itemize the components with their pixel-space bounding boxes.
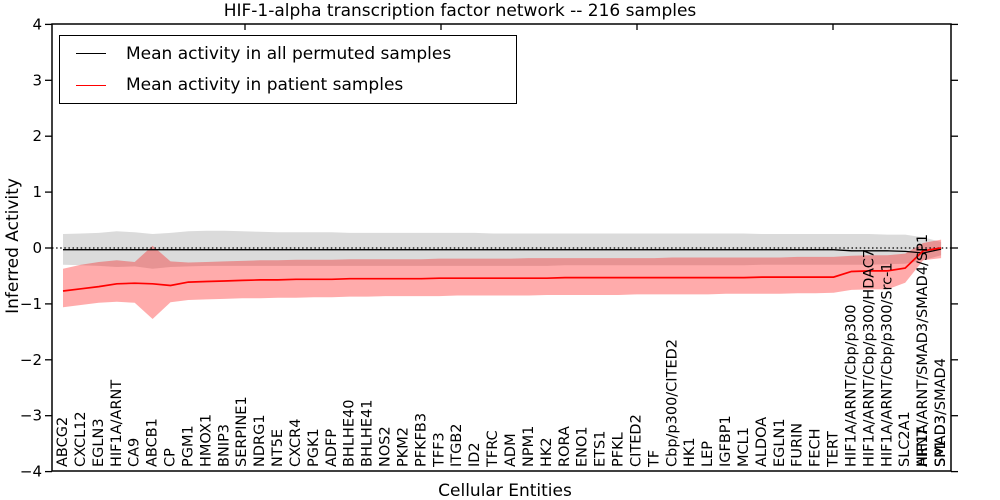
x-tick-label: ABCG2 [55, 417, 71, 467]
chart-title: HIF-1-alpha transcription factor network… [223, 1, 697, 21]
x-tick-label: NOS2 [378, 426, 394, 467]
x-tick-label: TFRC [485, 430, 501, 468]
x-tick-label: PFKFB3 [413, 413, 429, 467]
x-tick-label: PGM1 [180, 425, 196, 467]
x-tick-label: LEP [700, 441, 716, 467]
legend-line-sample-black [76, 53, 106, 55]
y-tick-label: 3 [32, 71, 42, 89]
legend-label-patient: Mean activity in patient samples [126, 75, 404, 96]
x-tick-label: TF [646, 450, 662, 468]
x-axis-label: Cellular Entities [438, 481, 572, 500]
x-tick-label: RORA [557, 426, 573, 467]
x-tick-label: SERPINE1 [234, 396, 250, 467]
y-tick-label: 2 [32, 127, 42, 145]
x-tick-label: ADFP [324, 429, 340, 467]
x-tick-label: BHLHE40 [342, 400, 358, 467]
x-tick-label: HIF1A/ARNT/Cbp/p300 [844, 305, 860, 467]
permuted-mean-line [63, 248, 942, 254]
x-tick-label: EGLN3 [91, 418, 107, 467]
x-tick-label: NPM1 [521, 426, 537, 467]
x-tick-label: TFF3 [431, 432, 447, 468]
x-tick-label: ETS1 [593, 431, 609, 467]
x-tick-label: CITED2 [628, 414, 644, 467]
x-tick-label: SMAD3/SMAD4 [933, 358, 949, 467]
x-tick-label: TERT [826, 431, 842, 468]
x-tick-label: PGK1 [306, 428, 322, 467]
x-tick-label-overlapping: HIF1A [915, 424, 931, 467]
x-tick-label: HK2 [539, 437, 555, 467]
legend-entry-permuted: Mean activity in all permuted samples [76, 40, 516, 68]
y-tick-label: 4 [32, 15, 42, 33]
x-tick-label: NDRG1 [252, 414, 268, 467]
y-tick-label: −1 [20, 295, 42, 313]
x-tick-label: HIF1A/ARNT/Cbp/p300/HDAC7 [861, 249, 877, 467]
x-tick-label: SLC2A1 [897, 411, 913, 467]
x-tick-label: HMOX1 [198, 414, 214, 467]
x-tick-label: ITGB2 [449, 423, 465, 467]
x-tick-label-overlapping: ARNT [915, 427, 931, 467]
x-tick-label: Cbp/p300/CITED2 [664, 339, 680, 467]
x-tick-label: HIF1A/ARNT/SMAD3/SMAD4/SP1 [915, 234, 931, 467]
x-tick-label: HIF1A/ARNT [109, 380, 125, 467]
x-tick-label: ENO1 [575, 426, 591, 467]
y-tick-label: −4 [20, 463, 42, 481]
x-tick-label-overlapping: SMAD3 [933, 415, 949, 467]
x-tick-label: BHLHE41 [360, 400, 376, 467]
x-tick-label: HIF1A/ARNT/Cbp/p300/Src-1 [879, 262, 895, 467]
x-tick-label: FURIN [790, 423, 806, 467]
y-tick-label: −2 [20, 351, 42, 369]
x-tick-label: PFKL [611, 432, 627, 467]
y-axis-label: Inferred Activity [3, 178, 23, 314]
x-tick-label: ALDOA [754, 417, 770, 467]
y-tick-label: 1 [32, 183, 42, 201]
x-tick-label: BNIP3 [216, 424, 232, 467]
x-tick-label: CA9 [127, 438, 143, 467]
x-tick-label: CP [163, 448, 179, 467]
legend-line-sample-red [76, 84, 106, 86]
patient-mean-line [62, 247, 942, 292]
x-tick-label: PKM2 [396, 427, 412, 467]
legend-label-permuted: Mean activity in all permuted samples [126, 43, 452, 64]
x-tick-label: ADM [503, 433, 519, 467]
x-tick-label: EGLN1 [772, 418, 788, 467]
x-tick-label: CXCL12 [73, 411, 89, 467]
x-tick-label: CXCR4 [288, 419, 304, 467]
x-tick-label-overlapping: SP1 [933, 440, 949, 467]
x-tick-label: NT5E [270, 429, 286, 467]
y-tick-label: 0 [32, 239, 42, 257]
y-tick-label: −3 [20, 407, 42, 425]
legend: Mean activity in all permuted samples Me… [59, 35, 517, 104]
x-tick-label: MCL1 [736, 427, 752, 467]
x-tick-label: ABCB1 [145, 418, 161, 467]
x-tick-label: FECH [808, 428, 824, 467]
x-tick-label: ID2 [467, 442, 483, 467]
x-tick-label: IGFBP1 [718, 415, 734, 467]
legend-entry-patient: Mean activity in patient samples [76, 71, 516, 99]
x-tick-label: HK1 [682, 437, 698, 467]
patient-confidence-band [63, 239, 942, 319]
